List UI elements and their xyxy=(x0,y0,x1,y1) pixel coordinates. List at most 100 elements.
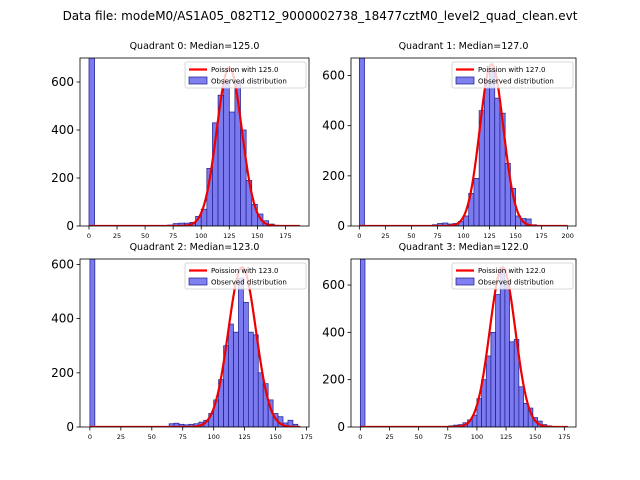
histogram-bar xyxy=(238,277,244,427)
x-tick-label: 0 xyxy=(88,433,92,441)
subplot-quadrant-2: Quadrant 2: Median=123.0 0 25 50 75 100 125 150… xyxy=(51,242,313,441)
histogram-bar xyxy=(359,259,366,427)
x-tick-label: 175 xyxy=(279,232,291,240)
y-tick-label: 200 xyxy=(51,366,74,380)
x-tick-label: 75 xyxy=(444,433,452,441)
subplot-title: Quadrant 1: Median=127.0 xyxy=(399,41,529,52)
histogram-bar xyxy=(473,178,480,226)
x-tick-label: 150 xyxy=(529,433,541,441)
legend: Poission with 125.0 Observed distribution xyxy=(184,61,307,89)
x-tick-label: 25 xyxy=(385,433,393,441)
legend-label-fit: Poission with 122.0 xyxy=(478,267,546,275)
x-tick-label: 0 xyxy=(357,232,361,240)
legend-bar-swatch xyxy=(188,277,208,286)
histogram-bar xyxy=(509,341,515,427)
histogram-bar xyxy=(228,323,234,427)
y-tick-label: 0 xyxy=(337,219,345,233)
legend: Poission with 123.0 Observed distribution xyxy=(184,262,307,290)
histogram-bar xyxy=(489,67,496,226)
x-tick-label: 175 xyxy=(558,433,570,441)
x-tick-label: 125 xyxy=(500,433,512,441)
y-tick-label: 0 xyxy=(66,219,74,233)
x-tick-label: 200 xyxy=(561,232,573,240)
histogram-bar xyxy=(257,372,264,427)
x-tick-label: 175 xyxy=(300,433,312,441)
x-tick-label: 0 xyxy=(358,433,362,441)
x-tick-label: 125 xyxy=(238,433,250,441)
y-tick-label: 400 xyxy=(322,325,345,339)
x-tick-label: 25 xyxy=(113,232,121,240)
x-tick-label: 150 xyxy=(269,433,281,441)
x-tick-label: 0 xyxy=(87,232,91,240)
x-tick-label: 75 xyxy=(433,232,441,240)
y-tick-label: 600 xyxy=(51,75,74,89)
histogram-bar xyxy=(233,331,239,427)
subplot-quadrant-0: Quadrant 0: Median=125.0 0 25 50 75 100 125 150… xyxy=(51,41,310,240)
subplot-quadrant-3: Quadrant 3: Median=122.0 0 25 50 75 100 125 150… xyxy=(322,242,577,441)
axes-frame xyxy=(79,57,310,227)
histogram-bar xyxy=(483,80,490,226)
legend-box xyxy=(451,61,574,89)
histogram-bar xyxy=(240,129,247,226)
y-tick-label: 400 xyxy=(51,123,74,137)
legend-label-observed: Observed distribution xyxy=(478,78,554,86)
histogram-bar xyxy=(358,58,365,226)
legend-label-fit: Poission with 127.0 xyxy=(478,66,546,74)
histogram-bar xyxy=(89,259,96,427)
histogram-bar xyxy=(88,58,95,226)
legend-box xyxy=(451,262,574,290)
histogram-bar xyxy=(504,284,510,427)
histogram-bar xyxy=(485,355,492,427)
histogram-bar xyxy=(495,294,501,427)
y-tick-label: 600 xyxy=(51,257,74,271)
legend-bar-swatch xyxy=(455,277,475,286)
y-tick-label: 200 xyxy=(322,169,345,183)
x-tick-label: 50 xyxy=(407,232,415,240)
legend-label-fit: Poission with 123.0 xyxy=(211,267,279,275)
x-tick-label: 75 xyxy=(169,232,177,240)
x-tick-label: 100 xyxy=(457,232,469,240)
poisson-fit-line xyxy=(358,63,569,226)
histogram-bar xyxy=(523,402,529,427)
x-tick-label: 50 xyxy=(141,232,149,240)
x-tick-label: 150 xyxy=(251,232,263,240)
histogram-bar xyxy=(494,97,501,226)
legend-box xyxy=(184,262,307,290)
axes-frame xyxy=(79,258,310,428)
histogram-bar xyxy=(490,332,496,427)
subplot-title: Quadrant 0: Median=125.0 xyxy=(130,41,260,52)
x-tick-label: 25 xyxy=(381,232,389,240)
x-tick-label: 50 xyxy=(148,433,156,441)
histogram-bar xyxy=(247,331,254,427)
x-tick-label: 25 xyxy=(117,433,125,441)
x-tick-label: 50 xyxy=(414,433,422,441)
x-tick-label: 175 xyxy=(535,232,547,240)
legend: Poission with 127.0 Observed distribution xyxy=(451,61,574,89)
legend-label-observed: Observed distribution xyxy=(478,279,554,287)
histogram-bar xyxy=(243,302,249,427)
y-tick-label: 400 xyxy=(322,119,345,133)
legend-box xyxy=(184,61,307,89)
histogram-bars xyxy=(359,259,552,427)
legend-label-fit: Poission with 125.0 xyxy=(211,66,279,74)
poisson-fit-line xyxy=(88,66,301,226)
y-tick-label: 400 xyxy=(51,312,74,326)
y-tick-label: 200 xyxy=(51,171,74,185)
y-tick-label: 600 xyxy=(322,278,345,292)
axes-frame xyxy=(350,258,577,428)
x-tick-label: 125 xyxy=(223,232,235,240)
legend-label-observed: Observed distribution xyxy=(211,78,287,86)
legend-bar-swatch xyxy=(455,76,475,85)
histogram-bar xyxy=(228,111,236,226)
legend: Poission with 122.0 Observed distribution xyxy=(451,262,574,290)
histogram-bar xyxy=(223,81,230,226)
x-tick-label: 75 xyxy=(179,433,187,441)
subplot-quadrant-1: Quadrant 1: Median=127.0 0 25 50 75 100 125 150… xyxy=(322,41,577,240)
histogram-bars xyxy=(358,58,537,226)
x-tick-label: 125 xyxy=(483,232,495,240)
poisson-fit-line xyxy=(359,266,569,427)
subplot-title: Quadrant 2: Median=123.0 xyxy=(130,242,260,253)
x-tick-label: 100 xyxy=(195,232,207,240)
y-tick-label: 200 xyxy=(322,373,345,387)
